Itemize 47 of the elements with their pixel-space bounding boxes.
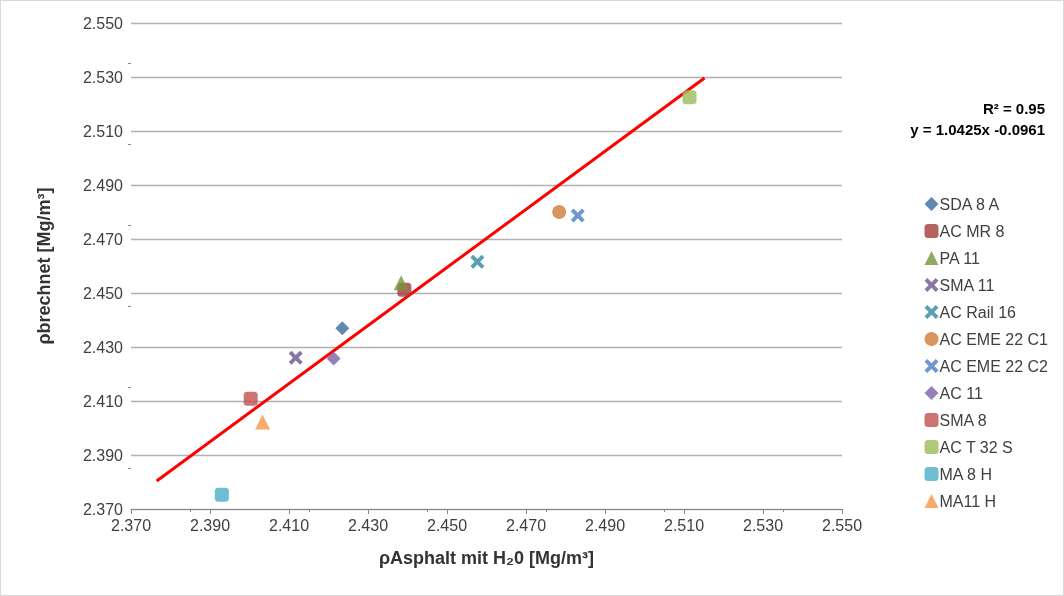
legend-label: SMA 11 — [939, 276, 995, 294]
point — [214, 487, 229, 502]
legend-label: AC 11 — [939, 384, 983, 402]
point — [243, 391, 258, 406]
x-tick-label: 2.450 — [426, 516, 468, 534]
point — [255, 414, 271, 430]
legend-label: AC EME 22 C2 — [939, 357, 1049, 375]
y-tick-label: 2.410 — [82, 392, 124, 410]
point — [470, 254, 485, 269]
legend-label: AC Rail 16 — [939, 303, 1017, 321]
x-tick-label: 2.390 — [189, 516, 231, 534]
x-tick-label: 2.530 — [742, 516, 784, 534]
x-axis-title: ρAsphalt mit H₂0 [Mg/m³] — [378, 548, 595, 568]
legend-label: MA11 H — [939, 492, 997, 510]
y-axis-title: ρbrechnet [Mg/m³] — [34, 187, 54, 345]
y-tick-label: 2.450 — [82, 284, 124, 302]
y-tick-label: 2.550 — [82, 14, 124, 32]
point — [682, 90, 697, 105]
y-tick-label: 2.530 — [82, 68, 124, 86]
point — [335, 321, 350, 336]
point — [552, 205, 567, 219]
x-tick-label: 2.550 — [821, 516, 863, 534]
x-tick-label: 2.430 — [347, 516, 389, 534]
legend-label: PA 11 — [939, 249, 980, 267]
legend-label: AC EME 22 C1 — [939, 330, 1049, 348]
y-tick-label: 2.390 — [82, 446, 124, 464]
x-tick-label: 2.470 — [505, 516, 547, 534]
text: R² = 0.95 — [982, 100, 1046, 117]
legend-label: SDA 8 A — [939, 195, 1000, 213]
y-tick-label: 2.490 — [82, 176, 124, 194]
point — [393, 275, 409, 291]
point — [288, 350, 303, 365]
y-tick-label: 2.510 — [82, 122, 124, 140]
legend-label: MA 8 H — [939, 465, 992, 483]
x-tick-label: 2.490 — [584, 516, 626, 534]
x-tick-label: 2.370 — [110, 516, 152, 534]
legend-label: AC T 32 S — [939, 438, 1013, 456]
legend-label: AC MR 8 — [939, 222, 1005, 240]
y-tick-label: 2.430 — [82, 338, 124, 356]
text: y = 1.0425x -0.0961 — [910, 121, 1045, 138]
point — [326, 351, 341, 366]
x-tick-label: 2.410 — [268, 516, 310, 534]
point — [570, 208, 585, 223]
y-tick-label: 2.370 — [82, 500, 124, 518]
legend-label: SMA 8 — [939, 411, 987, 429]
x-tick-label: 2.510 — [663, 516, 705, 534]
y-tick-label: 2.470 — [82, 230, 124, 248]
